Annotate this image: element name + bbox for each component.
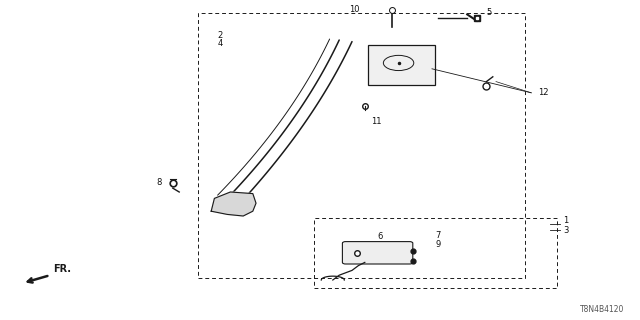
Text: T8N4B4120: T8N4B4120 [580, 305, 624, 314]
Text: 1: 1 [563, 216, 568, 225]
Text: 8: 8 [157, 178, 162, 187]
Text: 3: 3 [563, 226, 568, 235]
Text: 11: 11 [371, 117, 381, 126]
Text: 12: 12 [538, 88, 548, 97]
Text: 9: 9 [435, 240, 440, 249]
Polygon shape [211, 192, 256, 216]
Text: 10: 10 [349, 5, 359, 14]
Text: FR.: FR. [53, 264, 71, 274]
Text: 5: 5 [486, 8, 492, 17]
Text: 6: 6 [378, 232, 383, 241]
FancyBboxPatch shape [368, 45, 435, 85]
Text: 4: 4 [218, 39, 223, 48]
Text: 2: 2 [218, 31, 223, 40]
Text: 7: 7 [435, 231, 440, 240]
FancyBboxPatch shape [342, 242, 413, 264]
